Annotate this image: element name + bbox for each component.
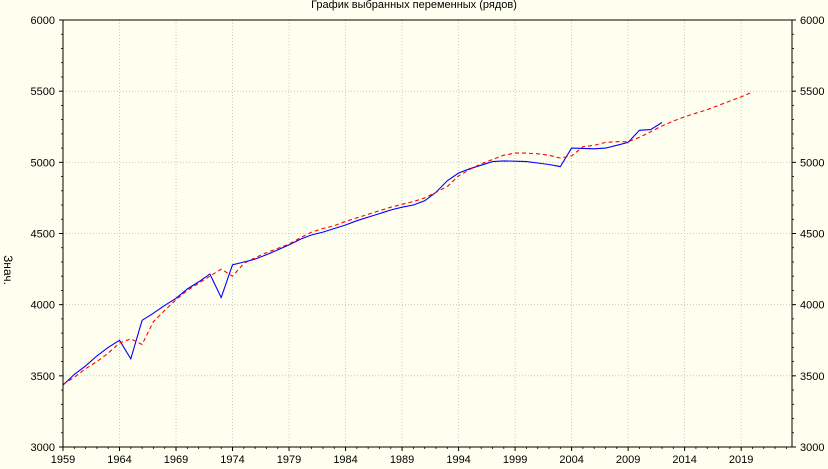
y-tick-label-left: 4000 <box>31 300 55 312</box>
y-tick-label-left: 5500 <box>31 86 55 98</box>
x-tick-label: 1979 <box>277 454 301 466</box>
x-tick-label: 1989 <box>390 454 414 466</box>
y-tick-label-left: 3000 <box>31 442 55 454</box>
x-tick-label: 1959 <box>51 454 75 466</box>
y-tick-label-left: 4500 <box>31 229 55 241</box>
x-tick-label: 2009 <box>616 454 640 466</box>
y-tick-label-right: 3000 <box>800 442 824 454</box>
x-tick-label: 1984 <box>333 454 357 466</box>
y-tick-label-right: 5500 <box>800 86 824 98</box>
y-tick-label-left: 3500 <box>31 371 55 383</box>
tick-labels: 1959 1964 1969 1974 1979 1984 1989 1994 1999 2004… <box>31 15 825 466</box>
y-tick-label-right: 5000 <box>800 157 824 169</box>
x-tick-label: 1974 <box>220 454 244 466</box>
x-tick-label: 2019 <box>729 454 753 466</box>
x-tick-label: 1969 <box>164 454 188 466</box>
chart-title: График выбранных переменных (рядов) <box>311 0 517 11</box>
x-tick-label: 2014 <box>672 454 696 466</box>
y-tick-label-left: 5000 <box>31 157 55 169</box>
y-tick-label-left: 6000 <box>31 15 55 27</box>
y-tick-label-right: 3500 <box>800 371 824 383</box>
axes <box>59 19 796 451</box>
y-axis-label: Знач. <box>1 255 15 285</box>
x-tick-label: 1994 <box>446 454 470 466</box>
x-tick-label: 2004 <box>559 454 583 466</box>
series-group <box>62 91 753 386</box>
y-tick-label-right: 4000 <box>800 300 824 312</box>
grid <box>63 20 792 447</box>
y-tick-label-right: 4500 <box>800 229 824 241</box>
series-line-2 <box>62 91 753 385</box>
series-line-1 <box>62 122 663 386</box>
plot-frame <box>62 19 793 448</box>
x-tick-label: 1964 <box>107 454 131 466</box>
y-tick-label-right: 6000 <box>800 15 824 27</box>
x-tick-label: 1999 <box>503 454 527 466</box>
